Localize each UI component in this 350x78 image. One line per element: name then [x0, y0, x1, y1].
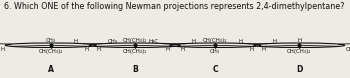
Text: CH₃: CH₃: [108, 39, 118, 44]
Text: CH(CH₃)₂: CH(CH₃)₂: [203, 38, 228, 43]
Text: H: H: [249, 47, 253, 52]
Text: H: H: [261, 47, 265, 52]
Text: CH(CH₃)₂: CH(CH₃)₂: [122, 49, 147, 54]
Text: 6. Which ONE of the following Newman projections represents 2,4-dimethylpentane?: 6. Which ONE of the following Newman pro…: [4, 2, 345, 11]
Text: CH(CH₃)₂: CH(CH₃)₂: [287, 49, 312, 54]
Text: A: A: [48, 65, 54, 74]
Text: H: H: [97, 47, 101, 52]
Text: H: H: [165, 47, 169, 52]
Text: H: H: [238, 39, 242, 44]
Text: H: H: [85, 47, 89, 52]
Text: H₃C: H₃C: [148, 39, 158, 44]
Text: CH₃: CH₃: [46, 38, 56, 43]
Text: H: H: [297, 38, 301, 43]
Text: H: H: [272, 39, 276, 44]
Text: D: D: [296, 65, 302, 74]
Text: CH₃: CH₃: [210, 49, 220, 54]
Text: H: H: [1, 47, 5, 52]
Text: C: C: [212, 65, 218, 74]
Text: CH(CH₃)₂: CH(CH₃)₂: [122, 38, 147, 43]
Text: H: H: [74, 39, 78, 44]
Text: CH(CH₃)₂: CH(CH₃)₂: [345, 47, 350, 52]
Text: CH(CH₃)₂: CH(CH₃)₂: [38, 49, 63, 54]
Text: B: B: [132, 65, 138, 74]
Text: H: H: [192, 39, 196, 44]
Text: H: H: [181, 47, 185, 52]
